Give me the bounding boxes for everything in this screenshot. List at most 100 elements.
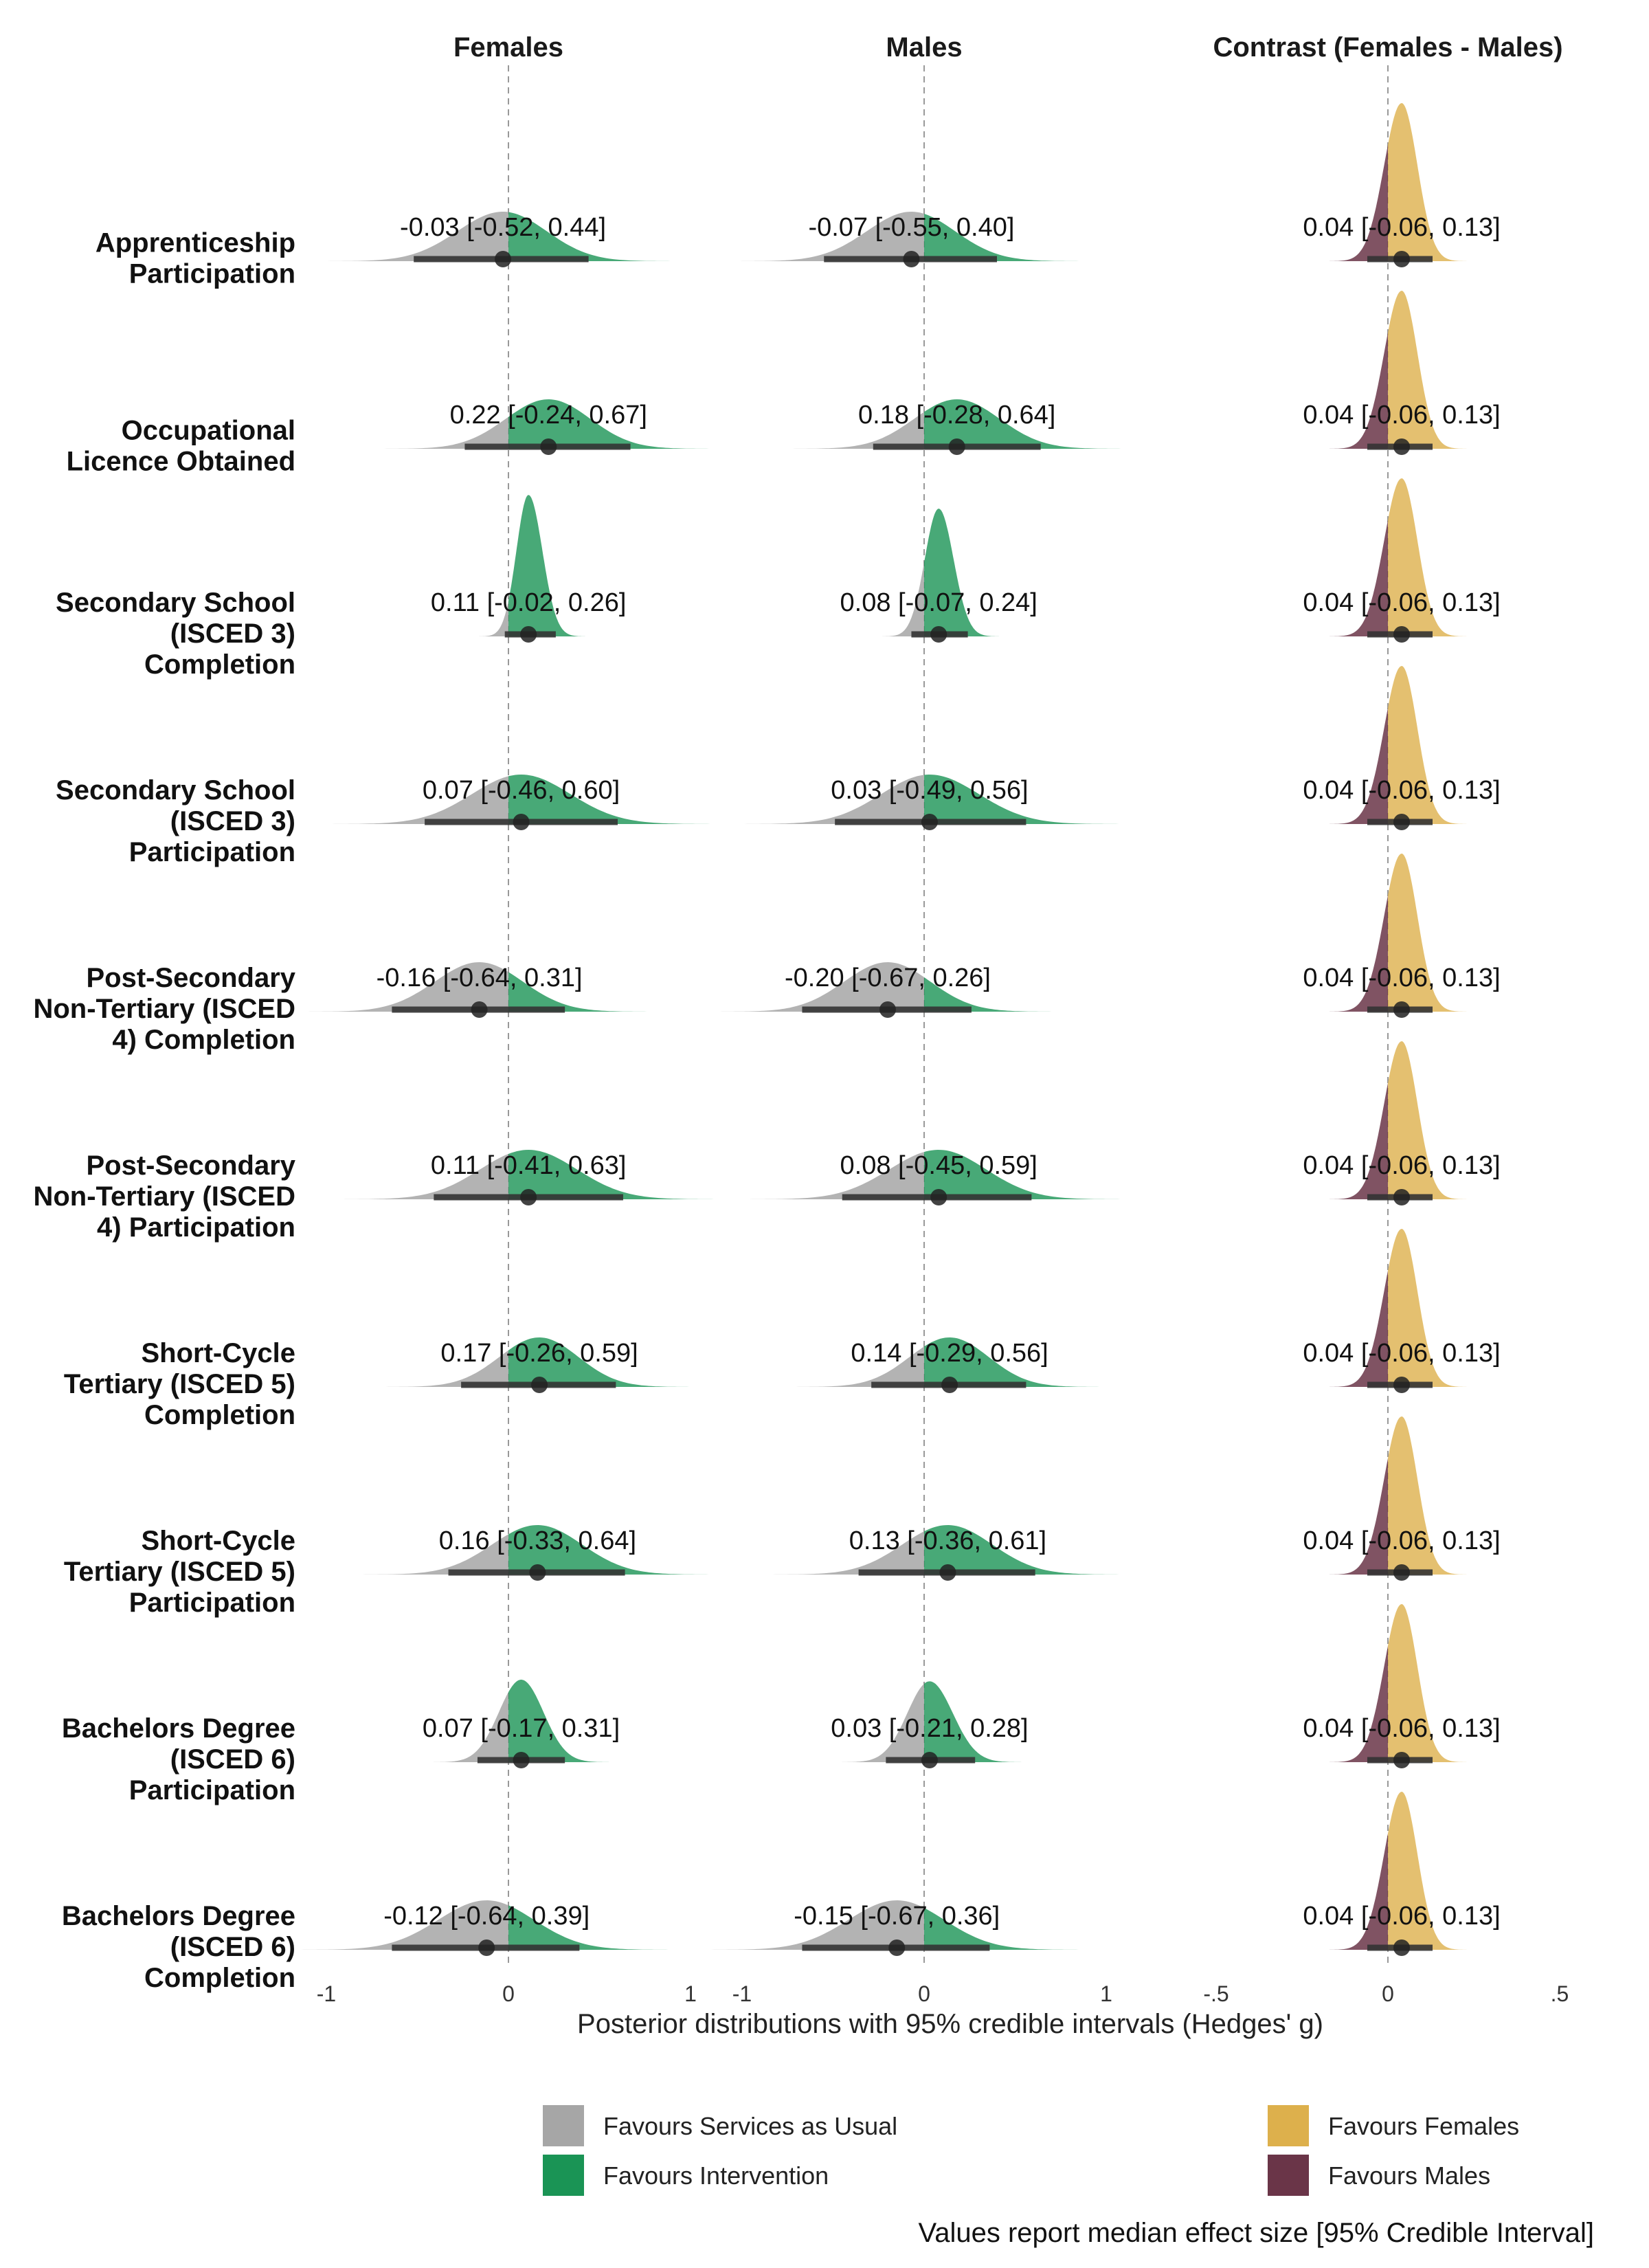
value-label: 0.18 [-0.28, 0.64]	[858, 401, 1055, 430]
density-right	[508, 212, 686, 261]
legend-swatch	[1268, 2155, 1309, 2196]
tick-label: 1	[684, 1981, 697, 2006]
row-label-line: Participation	[129, 837, 295, 867]
tick-label: .5	[1551, 1981, 1569, 2006]
density-right	[508, 1337, 704, 1387]
row-label-line: Short-Cycle	[142, 1338, 296, 1368]
value-label: 0.08 [-0.07, 0.24]	[840, 588, 1037, 617]
legend-label: Favours Females	[1328, 2112, 1519, 2140]
contrast-cell: 0.04 [-0.06, 0.13]	[1303, 478, 1501, 643]
value-label: 0.07 [-0.17, 0.31]	[423, 1714, 620, 1743]
row-label-line: Short-Cycle	[142, 1526, 296, 1556]
legend-item-services: Favours Services as Usual	[543, 2105, 897, 2146]
median-point	[529, 1564, 546, 1581]
median-point	[1393, 1939, 1410, 1956]
row-label-line: Occupational	[122, 416, 295, 446]
density-left	[1327, 1082, 1388, 1199]
females-cell: 0.17 [-0.26, 0.59]	[371, 1337, 704, 1393]
density-left	[1327, 1270, 1388, 1387]
females-cell: 0.07 [-0.46, 0.60]	[314, 775, 728, 830]
density-left	[346, 1534, 508, 1575]
contrast-cell: 0.04 [-0.06, 0.13]	[1303, 1604, 1501, 1768]
females-cell: -0.12 [-0.64, 0.39]	[283, 1900, 686, 1956]
density-right	[1388, 1604, 1468, 1762]
legend-label: Favours Males	[1328, 2161, 1490, 2190]
density-right	[1388, 1792, 1468, 1950]
row-label-line: Completion	[144, 1400, 295, 1430]
value-label: 0.11 [-0.41, 0.63]	[431, 1151, 627, 1180]
density-right	[924, 1525, 1135, 1575]
value-label: 0.08 [-0.45, 0.59]	[840, 1151, 1037, 1180]
density-left	[325, 1153, 508, 1199]
tick-label: -1	[732, 1981, 752, 2006]
median-point	[941, 1377, 958, 1393]
value-label: 0.14 [-0.29, 0.56]	[851, 1339, 1048, 1368]
row-label-line: (ISCED 3)	[170, 619, 295, 649]
value-label: 0.04 [-0.06, 0.13]	[1303, 1339, 1500, 1368]
females-cell: 0.11 [-0.41, 0.63]	[325, 1150, 732, 1205]
density-left	[1327, 520, 1388, 636]
legend: Favours Services as Usual Favours Interve…	[543, 2105, 1519, 2196]
density-right	[508, 495, 587, 636]
contrast-cell: 0.04 [-0.06, 0.13]	[1303, 1229, 1501, 1393]
panel-title-3: Contrast (Females - Males)	[1213, 32, 1562, 63]
chart-caption: Values report median effect size [95% Cr…	[919, 2218, 1594, 2248]
panel-title-1: Females	[453, 32, 563, 63]
row-label-line: Non-Tertiary (ISCED	[33, 1181, 295, 1212]
tick-label: 0	[502, 1981, 515, 2006]
value-label: 0.03 [-0.49, 0.56]	[831, 776, 1028, 805]
density-left	[704, 962, 924, 1012]
density-right	[508, 775, 728, 824]
row-label-line: Completion	[144, 1963, 295, 1993]
value-label: 0.11 [-0.02, 0.26]	[431, 588, 627, 617]
row-label-line: (ISCED 6)	[170, 1744, 295, 1775]
density-right	[508, 972, 663, 1012]
legend-item-males: Favours Males	[1268, 2155, 1490, 2196]
row-label-line: Post-Secondary	[86, 1150, 295, 1181]
value-label: 0.07 [-0.46, 0.60]	[423, 776, 620, 805]
density-right	[1388, 1229, 1468, 1387]
median-point	[1393, 814, 1410, 830]
median-point	[478, 1939, 495, 1956]
females-cell: 0.22 [-0.24, 0.67]	[369, 399, 724, 455]
median-point	[930, 1189, 947, 1205]
median-point	[1393, 1564, 1410, 1581]
tick-label: 1	[1100, 1981, 1112, 2006]
row-label-line: Participation	[129, 259, 295, 289]
contrast-cell: 0.04 [-0.06, 0.13]	[1303, 103, 1501, 267]
density-right	[924, 1681, 1027, 1762]
value-label: 0.04 [-0.06, 0.13]	[1303, 1151, 1500, 1180]
value-label: 0.04 [-0.06, 0.13]	[1303, 1714, 1500, 1743]
tick-label: -.5	[1203, 1981, 1229, 2006]
males-cell: 0.03 [-0.49, 0.56]	[726, 775, 1136, 830]
value-label: 0.04 [-0.06, 0.13]	[1303, 964, 1500, 992]
median-point	[1393, 1752, 1410, 1768]
legend-label: Favours Intervention	[603, 2161, 829, 2190]
males-cell: 0.08 [-0.07, 0.24]	[840, 509, 1037, 643]
legend-swatch	[1268, 2105, 1309, 2146]
value-label: -0.15 [-0.67, 0.36]	[794, 1902, 1000, 1931]
row-3: Secondary School(ISCED 3)Completion 0.11 …	[56, 478, 1501, 680]
median-point	[540, 438, 557, 455]
panel-titles: Females Males Contrast (Females - Males)	[453, 32, 1563, 63]
legend-item-intervention: Favours Intervention	[543, 2155, 829, 2196]
density-left	[1327, 1645, 1388, 1762]
density-right	[924, 214, 1095, 261]
density-right	[924, 509, 1002, 636]
row-label-line: Apprenticeship	[96, 228, 295, 258]
row-label-line: (ISCED 3)	[170, 806, 295, 836]
density-left	[781, 1346, 924, 1387]
value-label: 0.22 [-0.24, 0.67]	[450, 401, 647, 430]
row-label-line: Secondary School	[56, 775, 295, 805]
row-label-line: 4) Completion	[112, 1025, 295, 1055]
density-right	[1388, 666, 1468, 824]
contrast-cell: 0.04 [-0.06, 0.13]	[1303, 291, 1501, 455]
density-left	[478, 600, 508, 636]
median-point	[520, 1189, 537, 1205]
value-label: 0.04 [-0.06, 0.13]	[1303, 588, 1500, 617]
